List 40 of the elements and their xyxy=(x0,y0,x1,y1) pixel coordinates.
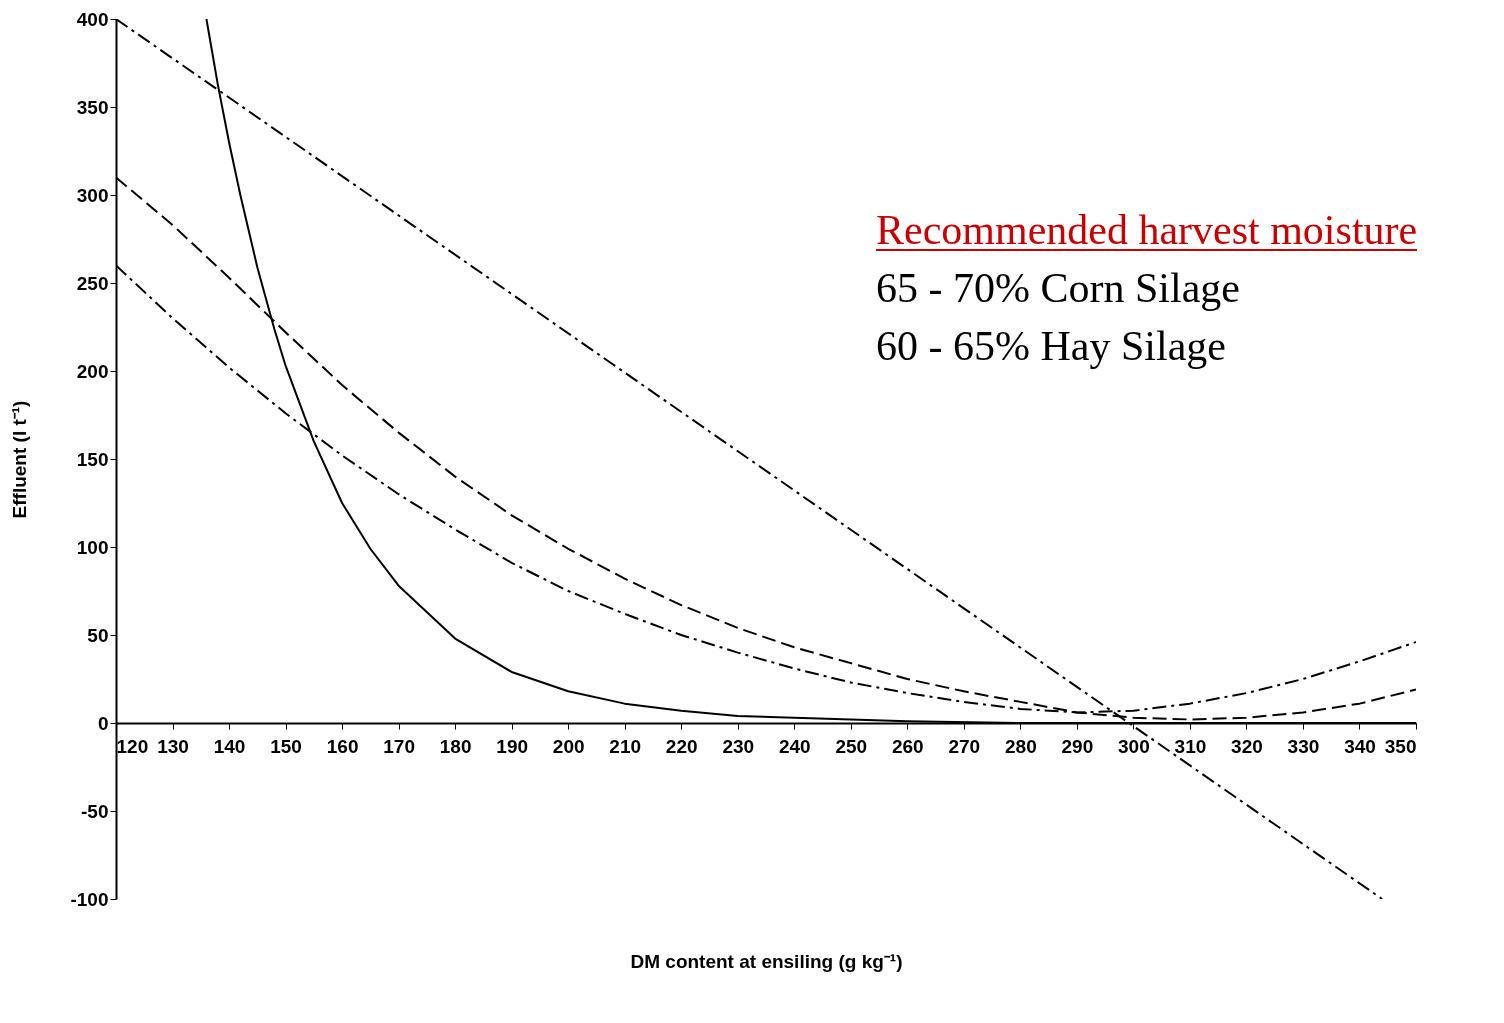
y-tick-label: 250 xyxy=(76,272,109,294)
y-tick-label: 100 xyxy=(76,536,109,558)
y-tick-label: 400 xyxy=(76,8,109,30)
x-tick-label: 240 xyxy=(778,735,811,757)
x-tick-label: 280 xyxy=(1005,735,1037,757)
x-tick-label: 250 xyxy=(835,735,868,757)
x-tick-label: 180 xyxy=(439,735,472,757)
x-tick-label: 190 xyxy=(496,735,528,757)
x-tick-label: 170 xyxy=(383,735,415,757)
x-tick-label: 230 xyxy=(722,735,755,757)
y-tick-label: 300 xyxy=(76,184,109,206)
x-tick-label: 310 xyxy=(1174,735,1207,757)
x-tick-label: 300 xyxy=(1118,735,1150,757)
x-axis-title: DM content at ensiling (g kg⁻¹) xyxy=(630,950,903,972)
x-tick-label: 140 xyxy=(213,735,246,757)
x-tick-label: 330 xyxy=(1287,735,1320,757)
x-tick-label: 290 xyxy=(1061,735,1094,757)
annotation: Recommended harvest moisture xyxy=(876,207,1418,253)
x-tick-label: 160 xyxy=(326,735,359,757)
x-tick-label: 210 xyxy=(609,735,642,757)
x-tick-label: 320 xyxy=(1231,735,1263,757)
x-tick-label: 340 xyxy=(1344,735,1376,757)
y-tick-label: -100 xyxy=(70,888,109,910)
x-tick-label: 220 xyxy=(665,735,698,757)
y-tick-label: 200 xyxy=(76,360,109,382)
x-tick-label: 120 xyxy=(116,735,149,757)
x-tick-label: 150 xyxy=(270,735,302,757)
y-tick-label: -50 xyxy=(81,800,109,822)
x-tick-label: 260 xyxy=(891,735,924,757)
annotation: 65 - 70% Corn Silage xyxy=(876,265,1240,311)
x-tick-label: 130 xyxy=(157,735,189,757)
annotation: 60 - 65% Hay Silage xyxy=(876,323,1226,369)
x-tick-label: 200 xyxy=(552,735,585,757)
y-tick-label: 50 xyxy=(87,624,109,646)
x-tick-label: 270 xyxy=(948,735,981,757)
y-axis-title: Effluent (l t⁻¹) xyxy=(9,400,31,519)
y-tick-label: 350 xyxy=(76,96,109,118)
x-tick-label: 350 xyxy=(1384,735,1417,757)
y-tick-label: 0 xyxy=(97,712,109,734)
y-tick-label: 150 xyxy=(76,448,109,470)
